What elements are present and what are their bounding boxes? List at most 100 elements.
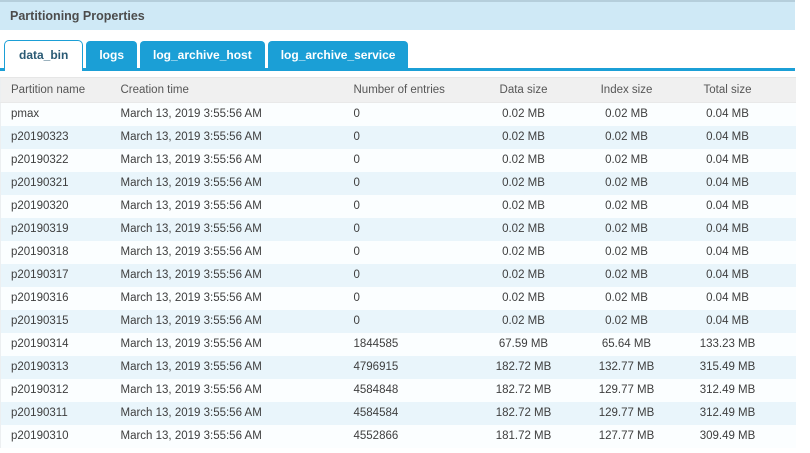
partitioning-properties-panel: Partitioning Properties data_binlogslog_… bbox=[0, 0, 795, 448]
cell-index-size: 127.77 MB bbox=[594, 425, 660, 448]
cell-number-of-entries: 0 bbox=[346, 264, 454, 287]
cell-creation-time: March 13, 2019 3:55:56 AM bbox=[121, 310, 346, 333]
cell-number-of-entries: 0 bbox=[346, 218, 454, 241]
cell-total-size: 0.04 MB bbox=[660, 195, 796, 218]
cell-total-size: 0.04 MB bbox=[660, 241, 796, 264]
cell-partition-name: p20190323 bbox=[1, 126, 121, 149]
cell-data-size: 0.02 MB bbox=[454, 241, 594, 264]
tab-data_bin[interactable]: data_bin bbox=[4, 40, 83, 71]
cell-creation-time: March 13, 2019 3:55:56 AM bbox=[121, 195, 346, 218]
column-header-creation-time: Creation time bbox=[121, 78, 346, 103]
cell-index-size: 129.77 MB bbox=[594, 402, 660, 425]
cell-number-of-entries: 4584848 bbox=[346, 379, 454, 402]
cell-data-size: 0.02 MB bbox=[454, 310, 594, 333]
cell-total-size: 309.49 MB bbox=[660, 425, 796, 448]
tab-log_archive_host[interactable]: log_archive_host bbox=[140, 41, 265, 68]
cell-number-of-entries: 0 bbox=[346, 310, 454, 333]
cell-partition-name: p20190312 bbox=[1, 379, 121, 402]
cell-number-of-entries: 0 bbox=[346, 195, 454, 218]
table-row: p20190310March 13, 2019 3:55:56 AM455286… bbox=[1, 425, 796, 448]
column-header-total-size: Total size bbox=[660, 78, 796, 103]
cell-number-of-entries: 0 bbox=[346, 287, 454, 310]
cell-creation-time: March 13, 2019 3:55:56 AM bbox=[121, 172, 346, 195]
cell-number-of-entries: 4796915 bbox=[346, 356, 454, 379]
cell-partition-name: p20190319 bbox=[1, 218, 121, 241]
cell-partition-name: p20190313 bbox=[1, 356, 121, 379]
cell-partition-name: p20190322 bbox=[1, 149, 121, 172]
cell-total-size: 0.04 MB bbox=[660, 264, 796, 287]
column-header-data-size: Data size bbox=[454, 78, 594, 103]
cell-index-size: 0.02 MB bbox=[594, 195, 660, 218]
tab-logs[interactable]: logs bbox=[86, 41, 137, 68]
title-tabs-spacer bbox=[0, 30, 795, 40]
cell-data-size: 0.02 MB bbox=[454, 264, 594, 287]
cell-total-size: 0.04 MB bbox=[660, 149, 796, 172]
column-header-partition-name: Partition name bbox=[1, 78, 121, 103]
cell-data-size: 182.72 MB bbox=[454, 402, 594, 425]
cell-creation-time: March 13, 2019 3:55:56 AM bbox=[121, 356, 346, 379]
cell-index-size: 0.02 MB bbox=[594, 149, 660, 172]
cell-data-size: 67.59 MB bbox=[454, 333, 594, 356]
table-row: p20190323March 13, 2019 3:55:56 AM0 0.02 … bbox=[1, 126, 796, 149]
column-header-index-size: Index size bbox=[594, 78, 660, 103]
cell-data-size: 182.72 MB bbox=[454, 356, 594, 379]
cell-total-size: 315.49 MB bbox=[660, 356, 796, 379]
cell-data-size: 0.02 MB bbox=[454, 195, 594, 218]
cell-total-size: 0.04 MB bbox=[660, 126, 796, 149]
cell-index-size: 0.02 MB bbox=[594, 287, 660, 310]
cell-data-size: 0.02 MB bbox=[454, 149, 594, 172]
cell-index-size: 0.02 MB bbox=[594, 172, 660, 195]
cell-index-size: 0.02 MB bbox=[594, 126, 660, 149]
cell-total-size: 0.04 MB bbox=[660, 218, 796, 241]
cell-data-size: 0.02 MB bbox=[454, 287, 594, 310]
cell-index-size: 132.77 MB bbox=[594, 356, 660, 379]
cell-data-size: 0.02 MB bbox=[454, 218, 594, 241]
table-row: p20190316March 13, 2019 3:55:56 AM00.02 … bbox=[1, 287, 796, 310]
table-row: p20190321March 13, 2019 3:55:56 AM00.02 … bbox=[1, 172, 796, 195]
cell-total-size: 312.49 MB bbox=[660, 402, 796, 425]
table-row: p20190315March 13, 2019 3:55:56 AM00.02 … bbox=[1, 310, 796, 333]
cell-creation-time: March 13, 2019 3:55:56 AM bbox=[121, 287, 346, 310]
cell-index-size: 0.02 MB bbox=[594, 218, 660, 241]
cell-index-size: 0.02 MB bbox=[594, 241, 660, 264]
cell-creation-time: March 13, 2019 3:55:56 AM bbox=[121, 402, 346, 425]
table-row: pmaxMarch 13, 2019 3:55:56 AM00.02 MB0.0… bbox=[1, 103, 796, 126]
cell-partition-name: p20190316 bbox=[1, 287, 121, 310]
cell-partition-name: p20190320 bbox=[1, 195, 121, 218]
cell-number-of-entries: 0 bbox=[346, 126, 454, 149]
table-row: p20190313March 13, 2019 3:55:56 AM479691… bbox=[1, 356, 796, 379]
tab-bar: data_binlogslog_archive_hostlog_archive_… bbox=[0, 40, 795, 71]
table-row: p20190314March 13, 2019 3:55:56 AM184458… bbox=[1, 333, 796, 356]
cell-total-size: 0.04 MB bbox=[660, 287, 796, 310]
cell-number-of-entries: 1844585 bbox=[346, 333, 454, 356]
cell-partition-name: p20190317 bbox=[1, 264, 121, 287]
cell-index-size: 0.02 MB bbox=[594, 310, 660, 333]
table-row: p20190320March 13, 2019 3:55:56 AM00.02 … bbox=[1, 195, 796, 218]
table-row: p20190318March 13, 2019 3:55:56 AM00.02 … bbox=[1, 241, 796, 264]
partitions-table: Partition nameCreation timeNumber of ent… bbox=[0, 77, 796, 448]
table-row: p20190322March 13, 2019 3:55:56 AM00.02 … bbox=[1, 149, 796, 172]
cell-partition-name: p20190310 bbox=[1, 425, 121, 448]
cell-index-size: 0.02 MB bbox=[594, 103, 660, 126]
cell-creation-time: March 13, 2019 3:55:56 AM bbox=[121, 241, 346, 264]
cell-creation-time: March 13, 2019 3:55:56 AM bbox=[121, 103, 346, 126]
cell-number-of-entries: 0 bbox=[346, 103, 454, 126]
tab-log_archive_service[interactable]: log_archive_service bbox=[268, 41, 409, 68]
cell-creation-time: March 13, 2019 3:55:56 AM bbox=[121, 218, 346, 241]
cell-partition-name: pmax bbox=[1, 103, 121, 126]
cell-creation-time: March 13, 2019 3:55:56 AM bbox=[121, 149, 346, 172]
cell-index-size: 65.64 MB bbox=[594, 333, 660, 356]
cell-data-size: 182.72 MB bbox=[454, 379, 594, 402]
cell-number-of-entries: 0 bbox=[346, 149, 454, 172]
cell-data-size: 0.02 MB bbox=[454, 103, 594, 126]
table-row: p20190317March 13, 2019 3:55:56 AM00.02 … bbox=[1, 264, 796, 287]
cell-creation-time: March 13, 2019 3:55:56 AM bbox=[121, 333, 346, 356]
cell-number-of-entries: 4552866 bbox=[346, 425, 454, 448]
cell-total-size: 312.49 MB bbox=[660, 379, 796, 402]
cell-partition-name: p20190315 bbox=[1, 310, 121, 333]
cell-creation-time: March 13, 2019 3:55:56 AM bbox=[121, 126, 346, 149]
panel-title-bar: Partitioning Properties bbox=[0, 0, 795, 30]
cell-creation-time: March 13, 2019 3:55:56 AM bbox=[121, 264, 346, 287]
cell-partition-name: p20190314 bbox=[1, 333, 121, 356]
cell-total-size: 133.23 MB bbox=[660, 333, 796, 356]
